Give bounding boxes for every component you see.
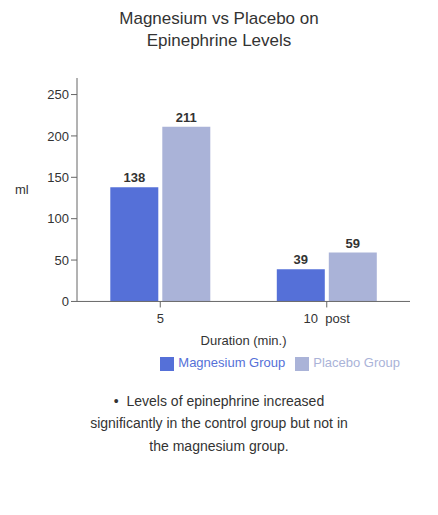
svg-text:211: 211 [176, 110, 197, 125]
svg-text:50: 50 [55, 253, 69, 268]
svg-text:39: 39 [294, 252, 308, 267]
svg-text:138: 138 [123, 170, 145, 185]
svg-text:200: 200 [47, 129, 69, 144]
html-text:Magnesium vs Placebo on Epinep: Magnesium vs Placebo on Epinephrine Leve… [119, 9, 319, 50]
svg-text:59: 59 [346, 236, 360, 251]
svg-text:0: 0 [62, 294, 69, 309]
svg-text:100: 100 [47, 211, 69, 226]
svg-text:ml: ml [15, 182, 29, 197]
html-text:Placebo Group: Placebo Group [313, 355, 400, 371]
html-text:• Levels of epinephrine increa: • Levels of epinephrine increased signif… [90, 393, 348, 454]
svg-text:5: 5 [157, 311, 164, 326]
svg-text:Duration (min.): Duration (min.) [201, 333, 287, 348]
svg-text:150: 150 [47, 170, 69, 185]
svg-text:10 post: 10 post [304, 311, 351, 326]
html-text:Magnesium Group: Magnesium Group [178, 355, 286, 371]
svg-text:250: 250 [47, 87, 69, 102]
